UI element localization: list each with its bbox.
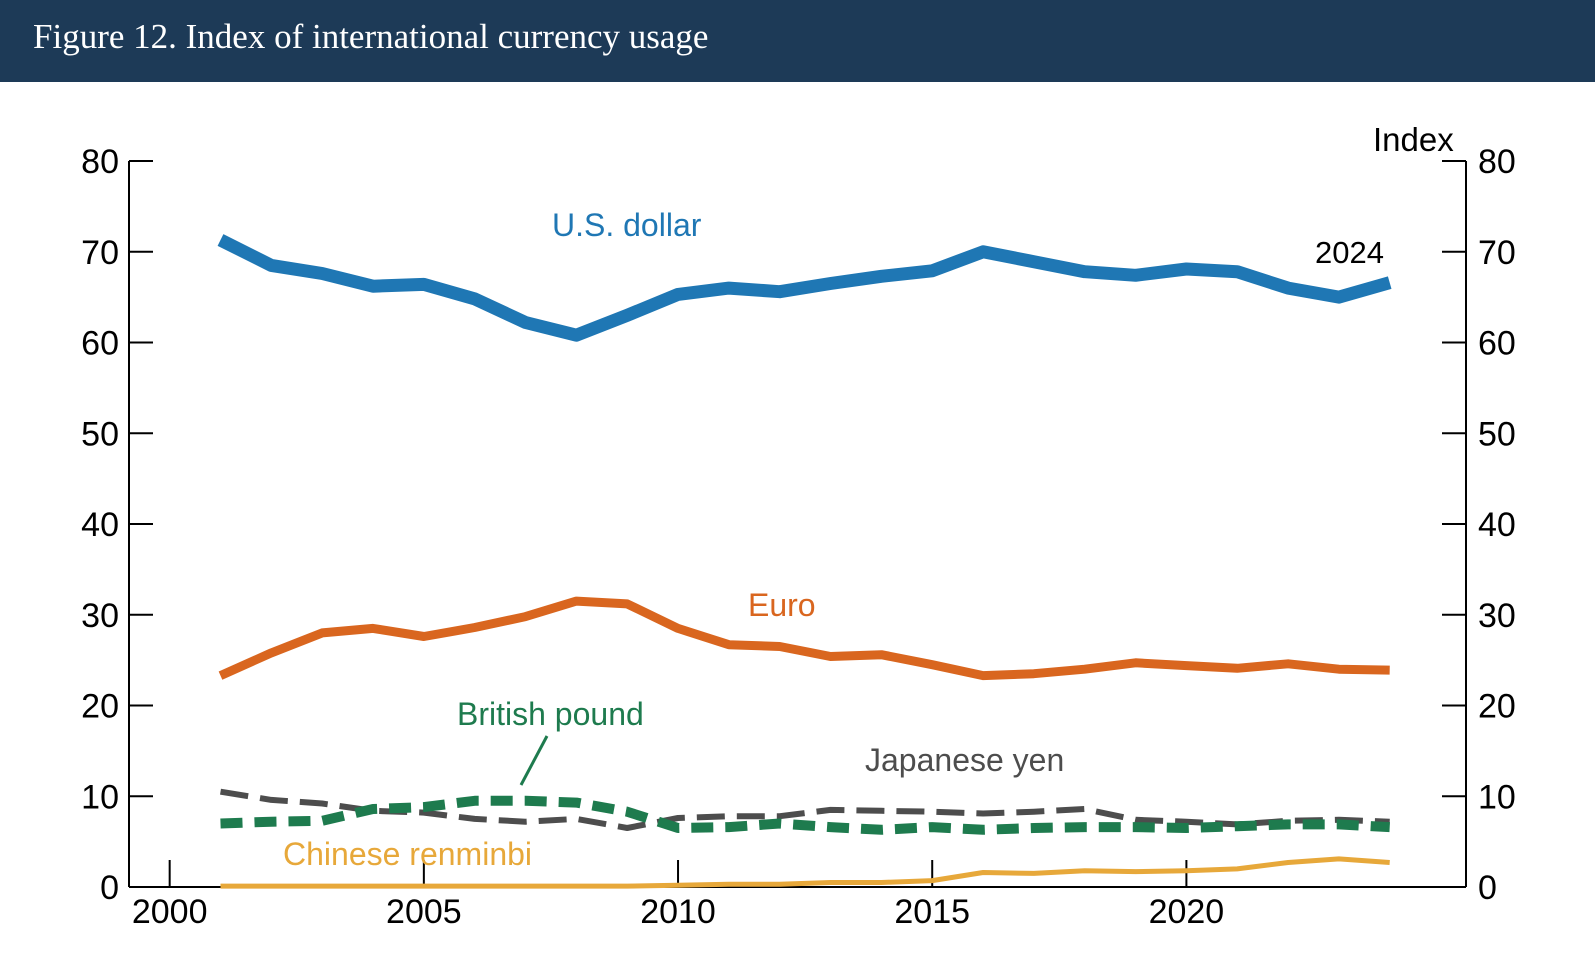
y-tick-label-right: 30 xyxy=(1478,597,1516,635)
end-year-label: 2024 xyxy=(1315,235,1384,270)
series-line-euro xyxy=(218,596,1390,681)
y-tick-label-left: 50 xyxy=(81,415,119,453)
y-tick-label-left: 0 xyxy=(100,869,119,907)
y-tick-label-left: 60 xyxy=(81,325,119,363)
x-tick-label: 2000 xyxy=(132,893,208,931)
y-tick-label-right: 10 xyxy=(1478,778,1516,816)
y-tick-label-left: 30 xyxy=(81,597,119,635)
y-tick-label-right: 70 xyxy=(1478,234,1516,272)
y-tick-label-right: 50 xyxy=(1478,415,1516,453)
figure-title: Figure 12. Index of international curren… xyxy=(33,17,709,56)
title-bar: Figure 12. Index of international curren… xyxy=(0,0,1595,82)
chart-labels: U.S. dollar Euro Japanese yen British po… xyxy=(283,121,1454,872)
y-tick-label-right: 0 xyxy=(1478,869,1497,907)
series-line-u-s-dollar xyxy=(217,234,1392,342)
y-tick-label-right: 60 xyxy=(1478,325,1516,363)
series-label-cny: Chinese renminbi xyxy=(283,836,532,872)
x-tick-label: 2010 xyxy=(640,893,716,931)
series-line-japanese-yen xyxy=(220,788,1390,831)
gbp-label-leader xyxy=(519,735,549,786)
series-label-yen: Japanese yen xyxy=(865,742,1064,778)
y-tick-label-right: 20 xyxy=(1478,688,1516,726)
series-line-british-pound xyxy=(220,795,1390,835)
series-label-usd: U.S. dollar xyxy=(552,207,702,243)
x-tick-label: 2005 xyxy=(386,893,462,931)
y-tick-label-left: 40 xyxy=(81,506,119,544)
y-tick-label-left: 10 xyxy=(81,778,119,816)
y-tick-label-left: 20 xyxy=(81,688,119,726)
x-tick-label: 2020 xyxy=(1149,893,1225,931)
series-line-chinese-renminbi xyxy=(220,856,1390,889)
series-label-gbp: British pound xyxy=(457,696,644,732)
y-axis-unit-label: Index xyxy=(1373,121,1454,158)
chart-series xyxy=(217,234,1392,889)
y-tick-label-right: 80 xyxy=(1478,143,1516,181)
x-tick-label: 2015 xyxy=(894,893,970,931)
y-tick-label-right: 40 xyxy=(1478,506,1516,544)
y-tick-label-left: 80 xyxy=(81,143,119,181)
y-tick-label-left: 70 xyxy=(81,234,119,272)
series-label-euro: Euro xyxy=(748,587,816,623)
